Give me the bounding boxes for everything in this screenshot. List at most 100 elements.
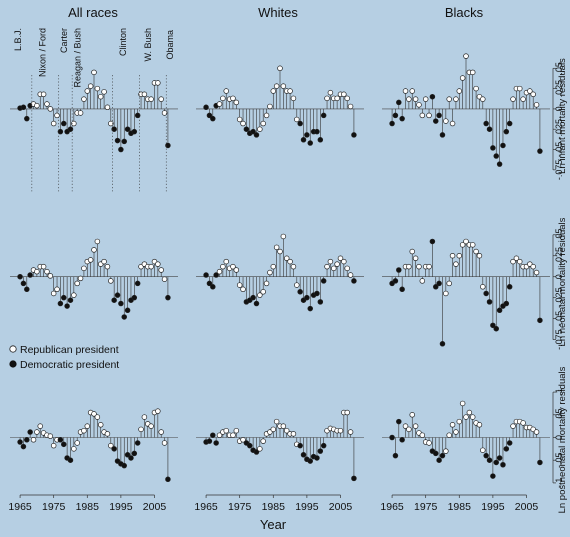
point-1978: [433, 284, 439, 290]
point-1969: [30, 437, 37, 443]
point-1981: [71, 292, 77, 298]
point-1984: [453, 429, 459, 435]
point-1975: [50, 120, 57, 127]
y-tick-label: 0: [554, 435, 564, 440]
point-1994: [114, 137, 121, 144]
point-1980: [439, 452, 446, 459]
point-1990: [473, 248, 479, 255]
point-1974: [47, 273, 54, 279]
y-tick-label: -.075: [554, 160, 564, 181]
point-1984: [81, 427, 87, 434]
presidency-label: W. Bush: [143, 28, 153, 62]
point-1995: [490, 473, 496, 479]
point-1969: [216, 268, 223, 275]
point-2007: [344, 409, 350, 416]
point-1976: [426, 440, 432, 446]
point-1972: [412, 255, 419, 262]
point-1971: [409, 88, 415, 94]
point-1996: [307, 305, 313, 312]
point-1981: [257, 446, 263, 452]
point-2002: [327, 89, 334, 96]
point-2009: [351, 132, 357, 138]
point-1999: [131, 128, 138, 135]
point-1984: [81, 265, 87, 272]
point-1995: [490, 322, 496, 329]
point-1983: [263, 112, 270, 119]
point-1976: [240, 120, 246, 127]
point-1987: [463, 238, 469, 245]
point-1998: [128, 455, 134, 461]
point-1979: [250, 128, 256, 135]
point-1985: [456, 88, 463, 94]
point-1993: [297, 289, 303, 295]
point-2000: [134, 280, 141, 287]
point-2002: [513, 255, 520, 262]
x-tick-label: 1985: [448, 501, 472, 513]
point-1985: [456, 252, 463, 259]
x-axis-col-1: 1965 1975 1985 1995 2005: [8, 494, 166, 513]
point-1991: [104, 431, 111, 437]
x-tick-label: 1995: [481, 501, 505, 513]
point-1999: [503, 446, 510, 452]
point-1983: [77, 110, 84, 116]
point-1992: [480, 96, 486, 102]
point-2000: [506, 120, 513, 127]
x-tick-label: 1975: [414, 501, 438, 513]
point-1976: [240, 286, 246, 293]
point-1997: [124, 126, 131, 132]
point-2001: [324, 263, 330, 270]
x-axes: 1965 1975 1985 1995 2005 1965 1975 1985 1995 2005…: [8, 494, 538, 513]
point-1993: [483, 452, 489, 459]
point-1997: [124, 307, 131, 314]
point-1993: [483, 290, 489, 297]
point-1996: [493, 459, 499, 466]
point-2000: [320, 442, 327, 449]
point-1993: [111, 446, 117, 452]
point-1977: [57, 300, 64, 307]
point-1969: [402, 88, 409, 94]
presidency-label: Obama: [165, 30, 175, 60]
legend: Republican president Democratic presiden…: [9, 344, 119, 371]
point-1984: [453, 261, 459, 267]
point-1991: [476, 422, 483, 428]
point-1979: [436, 457, 442, 463]
point-1967: [210, 284, 216, 290]
point-1985: [456, 418, 463, 425]
point-1965: [17, 439, 23, 445]
point-1978: [433, 118, 439, 124]
point-1969: [402, 423, 409, 429]
point-2004: [520, 96, 526, 102]
point-1974: [233, 267, 240, 273]
point-1986: [273, 244, 280, 251]
point-1991: [104, 104, 111, 111]
point-1983: [263, 280, 270, 287]
point-1968: [399, 115, 405, 122]
point-1972: [412, 423, 419, 429]
point-1970: [34, 268, 40, 275]
y-tick-label: 0: [554, 106, 564, 111]
point-1987: [91, 247, 97, 253]
point-1967: [396, 267, 402, 273]
point-1972: [412, 96, 419, 102]
point-1999: [131, 294, 138, 301]
point-1980: [253, 300, 260, 307]
point-1967: [24, 115, 30, 122]
point-1997: [496, 455, 503, 461]
point-1965: [389, 120, 395, 127]
point-1971: [223, 258, 229, 265]
point-2001: [510, 423, 516, 429]
point-1971: [223, 427, 229, 434]
x-axis-col-3: 1965 1975 1985 1995 2005: [380, 494, 538, 513]
point-2008: [161, 440, 168, 446]
legend-democratic-marker: [9, 360, 17, 368]
point-2001: [510, 258, 516, 265]
point-1990: [287, 258, 293, 265]
legend-democratic-label: Democratic president: [20, 359, 119, 371]
point-1983: [449, 252, 456, 259]
panel-r2-c1: [10, 238, 178, 320]
point-1978: [61, 294, 67, 301]
y-axis-label-row-1: Ln infant mortality residuals: [557, 58, 568, 174]
point-1987: [277, 248, 283, 255]
point-2009: [165, 476, 171, 483]
point-1979: [64, 303, 70, 309]
